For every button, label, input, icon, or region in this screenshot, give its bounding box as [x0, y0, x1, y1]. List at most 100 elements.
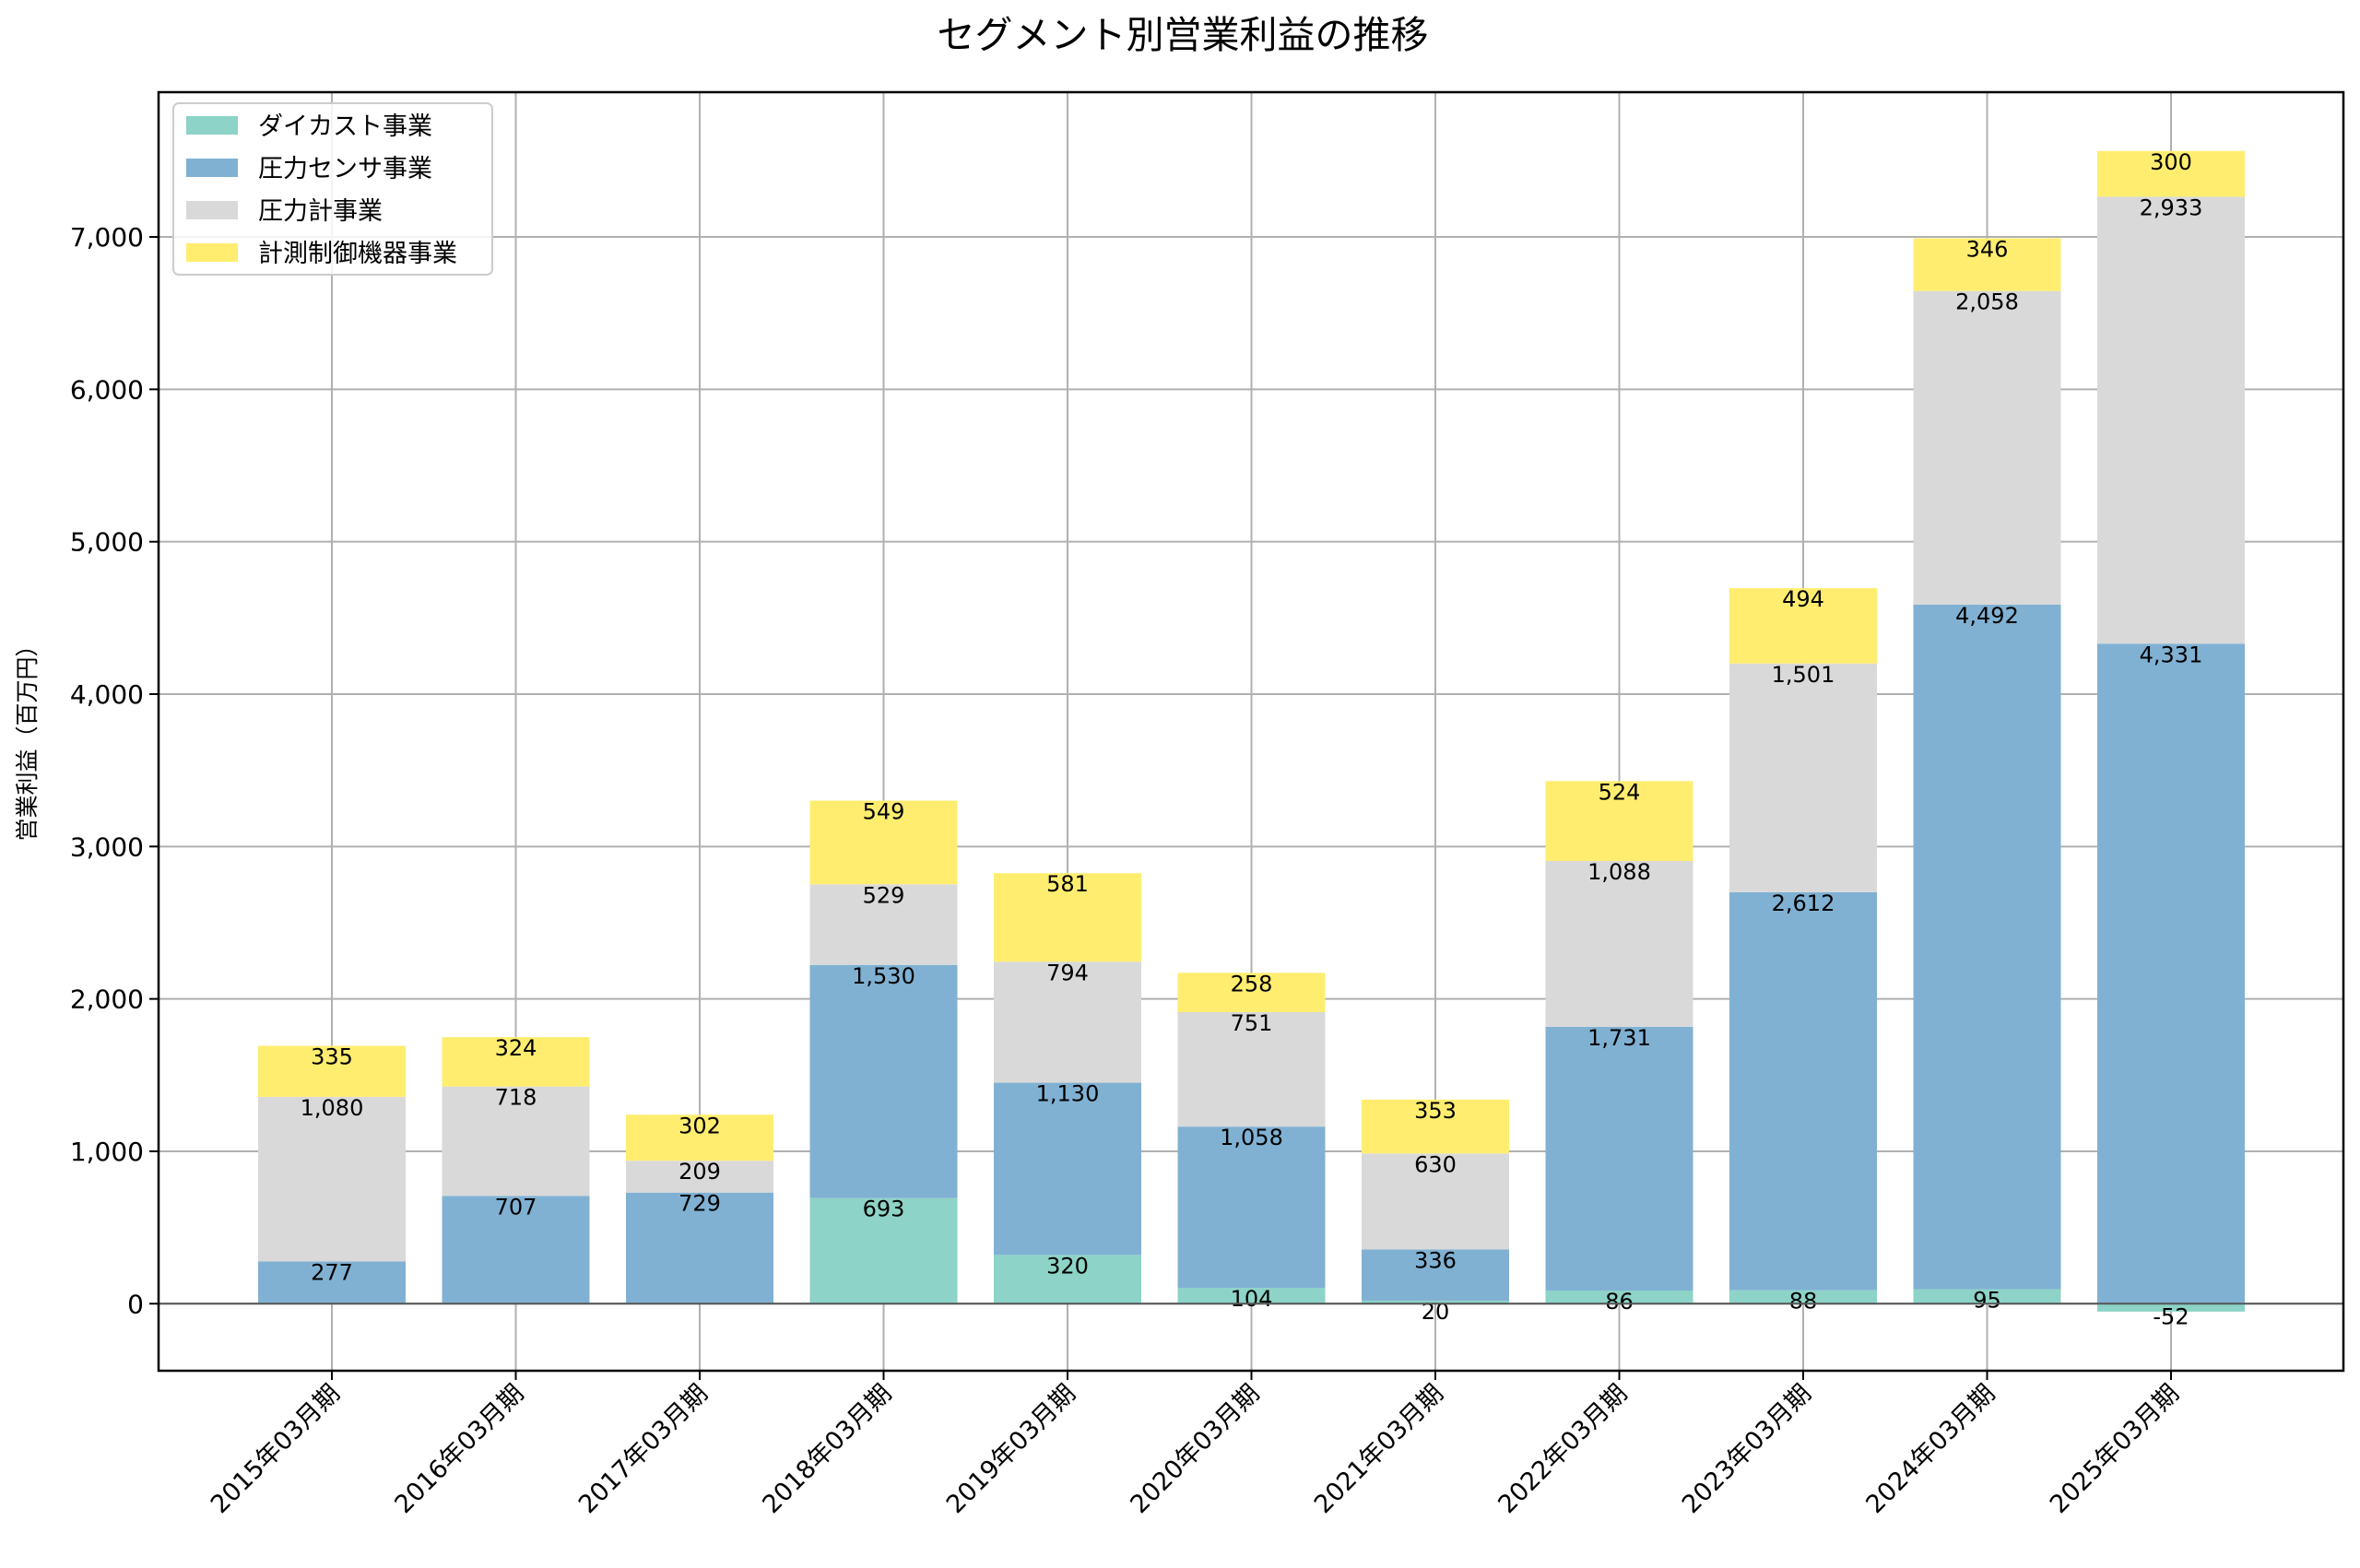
data-label: 300: [2150, 149, 2192, 175]
data-label: 494: [1782, 586, 1824, 612]
legend-label: 計測制御機器事業: [258, 240, 457, 268]
bar-segment: [809, 884, 958, 965]
data-label: 2,612: [1772, 890, 1835, 916]
y-tick-label: 7,000: [70, 222, 144, 253]
bar-segment: [626, 1114, 773, 1161]
data-label: 277: [311, 1259, 353, 1285]
y-tick-label: 0: [127, 1289, 144, 1319]
data-labels-layer: 693 320 104 20 86 88 95 -52 277 707 729 1,530 1,130 1…: [301, 149, 2203, 1329]
data-label: 2,933: [2140, 195, 2203, 220]
bar-segment: [2097, 643, 2245, 1304]
legend-box: [172, 102, 493, 276]
x-tick-label: 2023年03月期: [1677, 1379, 1817, 1519]
bar-segment: [2097, 150, 2245, 197]
data-label: -52: [2153, 1303, 2189, 1329]
data-label: 693: [863, 1197, 905, 1222]
data-label: 335: [311, 1044, 353, 1070]
bar-segment: [1913, 1289, 2061, 1304]
data-label: 581: [1046, 871, 1089, 897]
legend-label: ダイカスト事業: [258, 112, 432, 141]
data-label: 1,080: [301, 1095, 364, 1121]
legend-swatch: [186, 201, 238, 219]
x-tick-label: 2017年03月期: [573, 1379, 714, 1519]
y-axis-label: 営業利益（百万円）: [14, 633, 41, 841]
data-label: 336: [1414, 1247, 1457, 1273]
data-label: 95: [1973, 1288, 2001, 1314]
bar-segment: [442, 1037, 590, 1087]
data-label: 104: [1231, 1286, 1273, 1312]
data-label: 1,501: [1772, 662, 1835, 688]
x-tick-label: 2019年03月期: [941, 1379, 1081, 1519]
data-label: 524: [1599, 779, 1641, 805]
bar-segment: [1177, 1012, 1326, 1127]
data-label: 302: [678, 1113, 721, 1138]
bar-segment: [258, 1045, 406, 1097]
data-label: 320: [1046, 1253, 1089, 1279]
bars-layer: [258, 150, 2245, 1312]
data-label: 729: [678, 1191, 721, 1217]
data-label: 4,331: [2140, 642, 2203, 667]
y-tick-label: 6,000: [70, 374, 144, 405]
legend-label: 圧力センサ事業: [258, 155, 432, 183]
bar-segment: [1913, 290, 2061, 605]
bar-segment: [1729, 663, 1877, 892]
x-tick-label: 2025年03月期: [2045, 1379, 2185, 1519]
legend-swatch: [186, 243, 238, 262]
data-label: 707: [495, 1194, 537, 1220]
bar-segment: [1545, 781, 1693, 862]
bar-segment: [1177, 1288, 1326, 1304]
bar-segment: [994, 1255, 1141, 1304]
data-label: 1,130: [1036, 1081, 1100, 1107]
data-label: 529: [863, 882, 905, 908]
x-tick-label: 2021年03月期: [1309, 1379, 1449, 1519]
x-tick-label: 2015年03月期: [206, 1379, 346, 1519]
bar-segment: [1362, 1300, 1509, 1304]
bar-segment: [1729, 1290, 1877, 1304]
bar-segment: [1362, 1099, 1509, 1154]
bar-segment: [258, 1096, 406, 1262]
data-label: 209: [678, 1159, 721, 1185]
y-tick-label: 1,000: [70, 1137, 144, 1167]
y-tick-label: 5,000: [70, 527, 144, 558]
data-label: 1,058: [1220, 1125, 1283, 1150]
bar-segment: [1545, 1026, 1693, 1291]
data-label: 751: [1231, 1010, 1273, 1036]
x-tick-label: 2016年03月期: [389, 1379, 529, 1519]
x-tick-label: 2022年03月期: [1493, 1379, 1633, 1519]
data-label: 630: [1414, 1151, 1457, 1177]
data-label: 549: [863, 799, 905, 825]
bar-segment: [1545, 1291, 1693, 1304]
data-label: 1,530: [852, 963, 915, 989]
bar-segment: [1177, 973, 1326, 1013]
x-tick-label: 2024年03月期: [1860, 1379, 2000, 1519]
data-label: 20: [1422, 1299, 1450, 1325]
data-label: 794: [1046, 960, 1089, 985]
bar-segment: [1177, 1126, 1326, 1289]
bar-segment: [442, 1086, 590, 1197]
data-label: 353: [1414, 1098, 1457, 1124]
data-label: 4,492: [1955, 603, 2019, 629]
bar-segment: [1545, 861, 1693, 1027]
bar-segment: [442, 1196, 590, 1304]
bar-segment: [994, 873, 1141, 962]
data-label: 88: [1789, 1289, 1818, 1315]
bar-segment: [809, 964, 958, 1198]
bar-segment: [258, 1261, 406, 1304]
chart-title: セグメント別営業利益の推移: [938, 13, 1429, 57]
y-tick-label: 4,000: [70, 679, 144, 710]
bar-segment: [2097, 1303, 2245, 1312]
data-label: 258: [1231, 971, 1273, 996]
bar-segment: [1362, 1249, 1509, 1301]
data-label: 718: [495, 1085, 537, 1111]
bar-segment: [809, 800, 958, 885]
data-label: 1,731: [1587, 1025, 1651, 1051]
bar-segment: [1913, 238, 2061, 291]
data-label: 1,088: [1587, 859, 1651, 885]
x-tick-label: 2020年03月期: [1125, 1379, 1265, 1519]
bar-segment: [626, 1192, 773, 1304]
x-tick-label: 2018年03月期: [757, 1379, 897, 1519]
legend-swatch: [186, 159, 238, 177]
